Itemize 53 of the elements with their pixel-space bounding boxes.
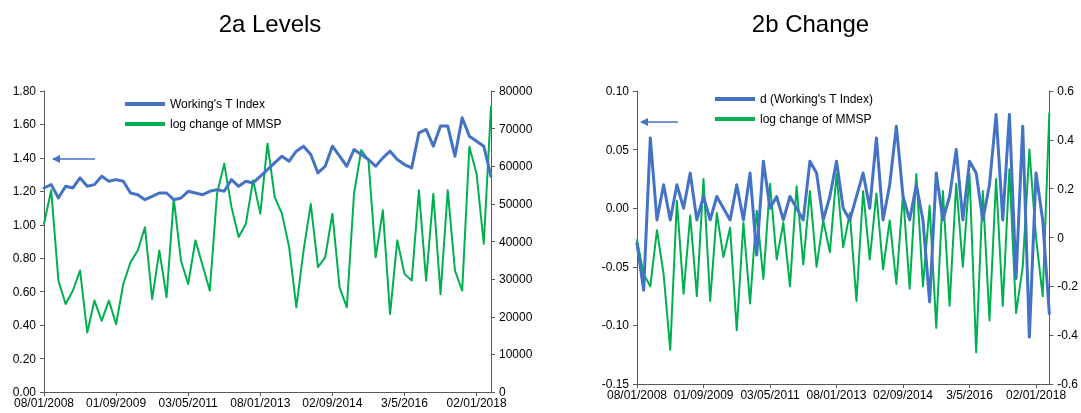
y2-tick-label: 40000 bbox=[499, 234, 533, 249]
y2-tick-label: 50000 bbox=[499, 196, 533, 211]
x-tick-label: 02/09/2014 bbox=[872, 388, 934, 402]
x-tick-label: 08/01/2008 bbox=[13, 396, 75, 410]
y2-tick-label: -0.4 bbox=[1057, 328, 1079, 343]
y-tick-label: 1.80 bbox=[12, 84, 37, 98]
legend-label: d (Working's T Index) bbox=[760, 92, 874, 106]
y2-tick-label: 20000 bbox=[499, 309, 533, 324]
y2-tick-label: 70000 bbox=[499, 121, 533, 136]
x-tick-label: 03/05/2011 bbox=[158, 396, 219, 410]
legend-label: log change of MMSP bbox=[760, 112, 872, 126]
x-tick-label: 01/09/2009 bbox=[86, 396, 147, 410]
x-tick-label: 08/01/2013 bbox=[806, 388, 867, 402]
y2-tick-label: 30000 bbox=[499, 272, 533, 287]
x-tick-label: 08/01/2013 bbox=[230, 396, 291, 410]
y-tick-label: 0.00 bbox=[12, 385, 37, 399]
x-tick-label: 3/5/2016 bbox=[946, 388, 994, 402]
y-tick-label: 0.20 bbox=[12, 351, 37, 366]
x-tick-label: 02/09/2014 bbox=[302, 396, 363, 410]
y2-tick-label: 0 bbox=[1057, 230, 1065, 245]
y-tick-label: 0.00 bbox=[605, 201, 630, 216]
chart-title: 2b Change bbox=[751, 9, 870, 37]
y-tick-label: 0.80 bbox=[12, 251, 37, 266]
line-series bbox=[42, 116, 493, 202]
x-tick-label: 02/01/2018 bbox=[446, 396, 507, 410]
y2-tick-label: 0.6 bbox=[1057, 84, 1075, 98]
x-tick-label: 3/5/2016 bbox=[381, 396, 429, 410]
legend-label: Working's T Index bbox=[170, 97, 266, 111]
x-tick-label: 02/01/2018 bbox=[1005, 388, 1067, 402]
y-tick-label: 1.00 bbox=[12, 217, 37, 232]
chart-title: 2a Levels bbox=[218, 9, 322, 37]
y-tick-label: -0.10 bbox=[601, 318, 630, 333]
y-tick-label: -0.15 bbox=[601, 377, 630, 391]
y2-tick-label: 0.4 bbox=[1057, 132, 1075, 147]
y2-tick-label: 10000 bbox=[499, 347, 533, 362]
x-tick-label: 03/05/2011 bbox=[740, 388, 800, 402]
y-tick-label: 1.40 bbox=[12, 150, 37, 165]
y-tick-label: -0.05 bbox=[601, 259, 630, 274]
y2-tick-label: 0 bbox=[499, 385, 506, 399]
y-tick-label: 0.05 bbox=[605, 142, 630, 157]
y2-tick-label: 60000 bbox=[499, 159, 533, 174]
y2-tick-label: 0.2 bbox=[1057, 181, 1075, 196]
x-tick-label: 08/01/2008 bbox=[606, 388, 668, 402]
y-tick-label: 0.60 bbox=[12, 284, 37, 299]
y-tick-label: 0.40 bbox=[12, 318, 37, 333]
legend-label: log change of MMSP bbox=[170, 117, 282, 131]
y-tick-label: 1.20 bbox=[12, 184, 37, 199]
y-tick-label: 1.60 bbox=[12, 117, 37, 132]
y2-tick-label: -0.2 bbox=[1057, 279, 1079, 294]
y2-tick-label: 80000 bbox=[499, 84, 533, 98]
x-tick-label: 01/09/2009 bbox=[673, 388, 734, 402]
y2-tick-label: -0.6 bbox=[1057, 377, 1079, 391]
y-tick-label: 0.10 bbox=[605, 84, 630, 98]
